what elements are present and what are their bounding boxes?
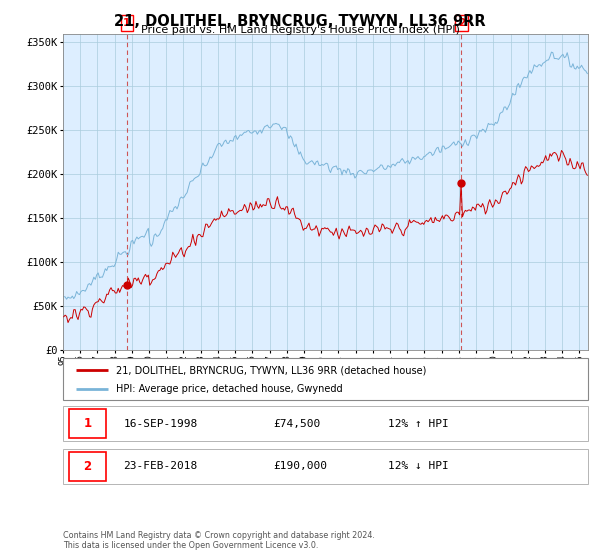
Text: 16-SEP-1998: 16-SEP-1998: [124, 419, 197, 429]
Text: 1: 1: [123, 18, 130, 28]
Text: 12% ↑ HPI: 12% ↑ HPI: [389, 419, 449, 429]
Text: 12% ↓ HPI: 12% ↓ HPI: [389, 461, 449, 472]
Text: Price paid vs. HM Land Registry's House Price Index (HPI): Price paid vs. HM Land Registry's House …: [140, 25, 460, 35]
Text: 1: 1: [83, 417, 92, 431]
Text: 2: 2: [458, 18, 465, 28]
Bar: [70, 452, 106, 481]
Text: 21, DOLITHEL, BRYNCRUG, TYWYN, LL36 9RR (detached house): 21, DOLITHEL, BRYNCRUG, TYWYN, LL36 9RR …: [115, 365, 426, 375]
Text: 21, DOLITHEL, BRYNCRUG, TYWYN, LL36 9RR: 21, DOLITHEL, BRYNCRUG, TYWYN, LL36 9RR: [114, 14, 486, 29]
Text: £190,000: £190,000: [273, 461, 327, 472]
Text: HPI: Average price, detached house, Gwynedd: HPI: Average price, detached house, Gwyn…: [115, 384, 342, 394]
Bar: [70, 409, 106, 438]
Text: Contains HM Land Registry data © Crown copyright and database right 2024.
This d: Contains HM Land Registry data © Crown c…: [63, 531, 375, 550]
Text: 23-FEB-2018: 23-FEB-2018: [124, 461, 197, 472]
Text: £74,500: £74,500: [273, 419, 320, 429]
Text: 2: 2: [83, 460, 92, 473]
